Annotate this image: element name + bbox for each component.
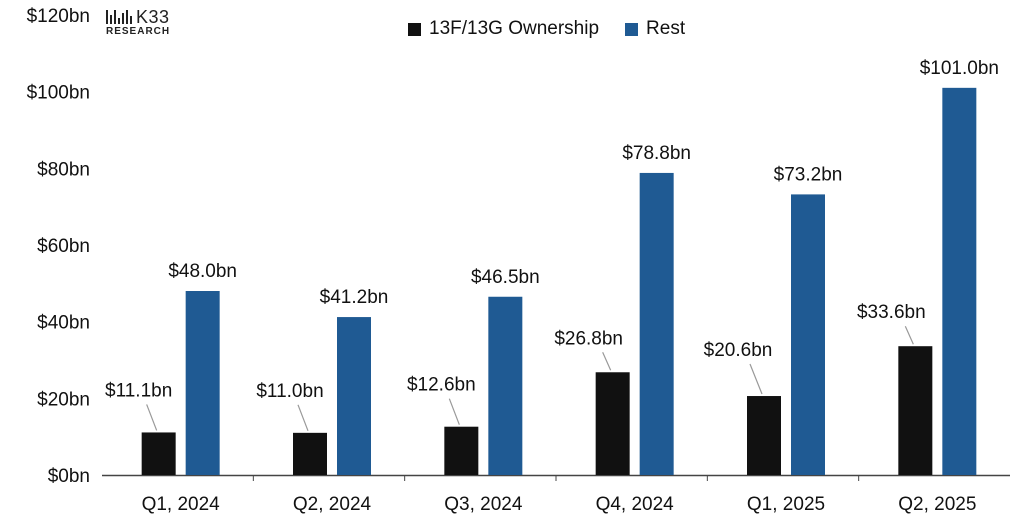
data-label-leader-line (904, 325, 914, 345)
x-tick-label: Q2, 2025 (898, 494, 976, 515)
rest-bar (942, 87, 977, 475)
logo-mark-icon (106, 10, 132, 24)
rest-data-label: $48.0bn (168, 261, 237, 282)
data-label-leader-line (448, 398, 460, 425)
data-label-leader-line (297, 404, 309, 432)
rest-data-label: $46.5bn (471, 267, 540, 288)
rest-data-label: $101.0bn (920, 58, 999, 79)
y-tick-label: $0bn (48, 466, 90, 487)
y-tick-label: $20bn (37, 389, 90, 410)
y-tick-label: $60bn (37, 236, 90, 257)
legend-item-ownership: 13F/13G Ownership (408, 18, 599, 40)
data-label-leader-line (749, 363, 763, 395)
ownership-data-label: $20.6bn (704, 340, 773, 361)
chart-legend: 13F/13G Ownership Rest (408, 18, 711, 40)
k33-research-logo: K33 RESEARCH (106, 7, 196, 38)
rest-bar (791, 194, 825, 475)
ownership-bar (141, 432, 176, 475)
x-tick-label: Q1, 2025 (747, 494, 825, 515)
legend-label-ownership: 13F/13G Ownership (429, 18, 600, 39)
data-label-leader-line (602, 352, 612, 371)
rest-bar (185, 291, 220, 475)
y-tick-label: $100bn (27, 83, 90, 104)
legend-swatch-rest (625, 22, 639, 36)
logo-text: K33 (136, 7, 170, 27)
ownership-data-label: $11.1bn (105, 380, 172, 401)
logo-subtext: RESEARCH (106, 26, 171, 37)
data-label-leader-line (146, 404, 158, 431)
y-tick-label: $80bn (37, 159, 90, 180)
ownership-bar (444, 426, 479, 475)
legend-label-rest: Rest (646, 18, 686, 39)
legend-item-rest: Rest (625, 18, 685, 40)
ownership-data-label: $11.0bn (256, 381, 323, 402)
ownership-bar (747, 396, 781, 475)
x-tick-label: Q1, 2024 (142, 494, 221, 515)
rest-data-label: $73.2bn (774, 164, 843, 185)
x-tick-label: Q4, 2024 (596, 494, 675, 515)
ownership-bar (595, 372, 630, 475)
ownership-bar (293, 432, 327, 475)
ownership-data-label: $12.6bn (407, 375, 476, 396)
ownership-bar (898, 346, 933, 475)
rest-bar (337, 317, 371, 475)
rest-data-label: $41.2bn (320, 287, 389, 308)
y-tick-label: $40bn (37, 313, 90, 334)
rest-bar (488, 296, 523, 475)
ownership-data-label: $33.6bn (857, 302, 926, 323)
x-tick-label: Q3, 2024 (444, 494, 523, 515)
ownership-data-label: $26.8bn (554, 328, 623, 349)
y-tick-label: $120bn (27, 6, 90, 27)
rest-bar (639, 172, 674, 475)
rest-data-label: $78.8bn (622, 143, 691, 164)
x-tick-label: Q2, 2024 (293, 494, 372, 515)
legend-swatch-ownership (408, 22, 421, 36)
